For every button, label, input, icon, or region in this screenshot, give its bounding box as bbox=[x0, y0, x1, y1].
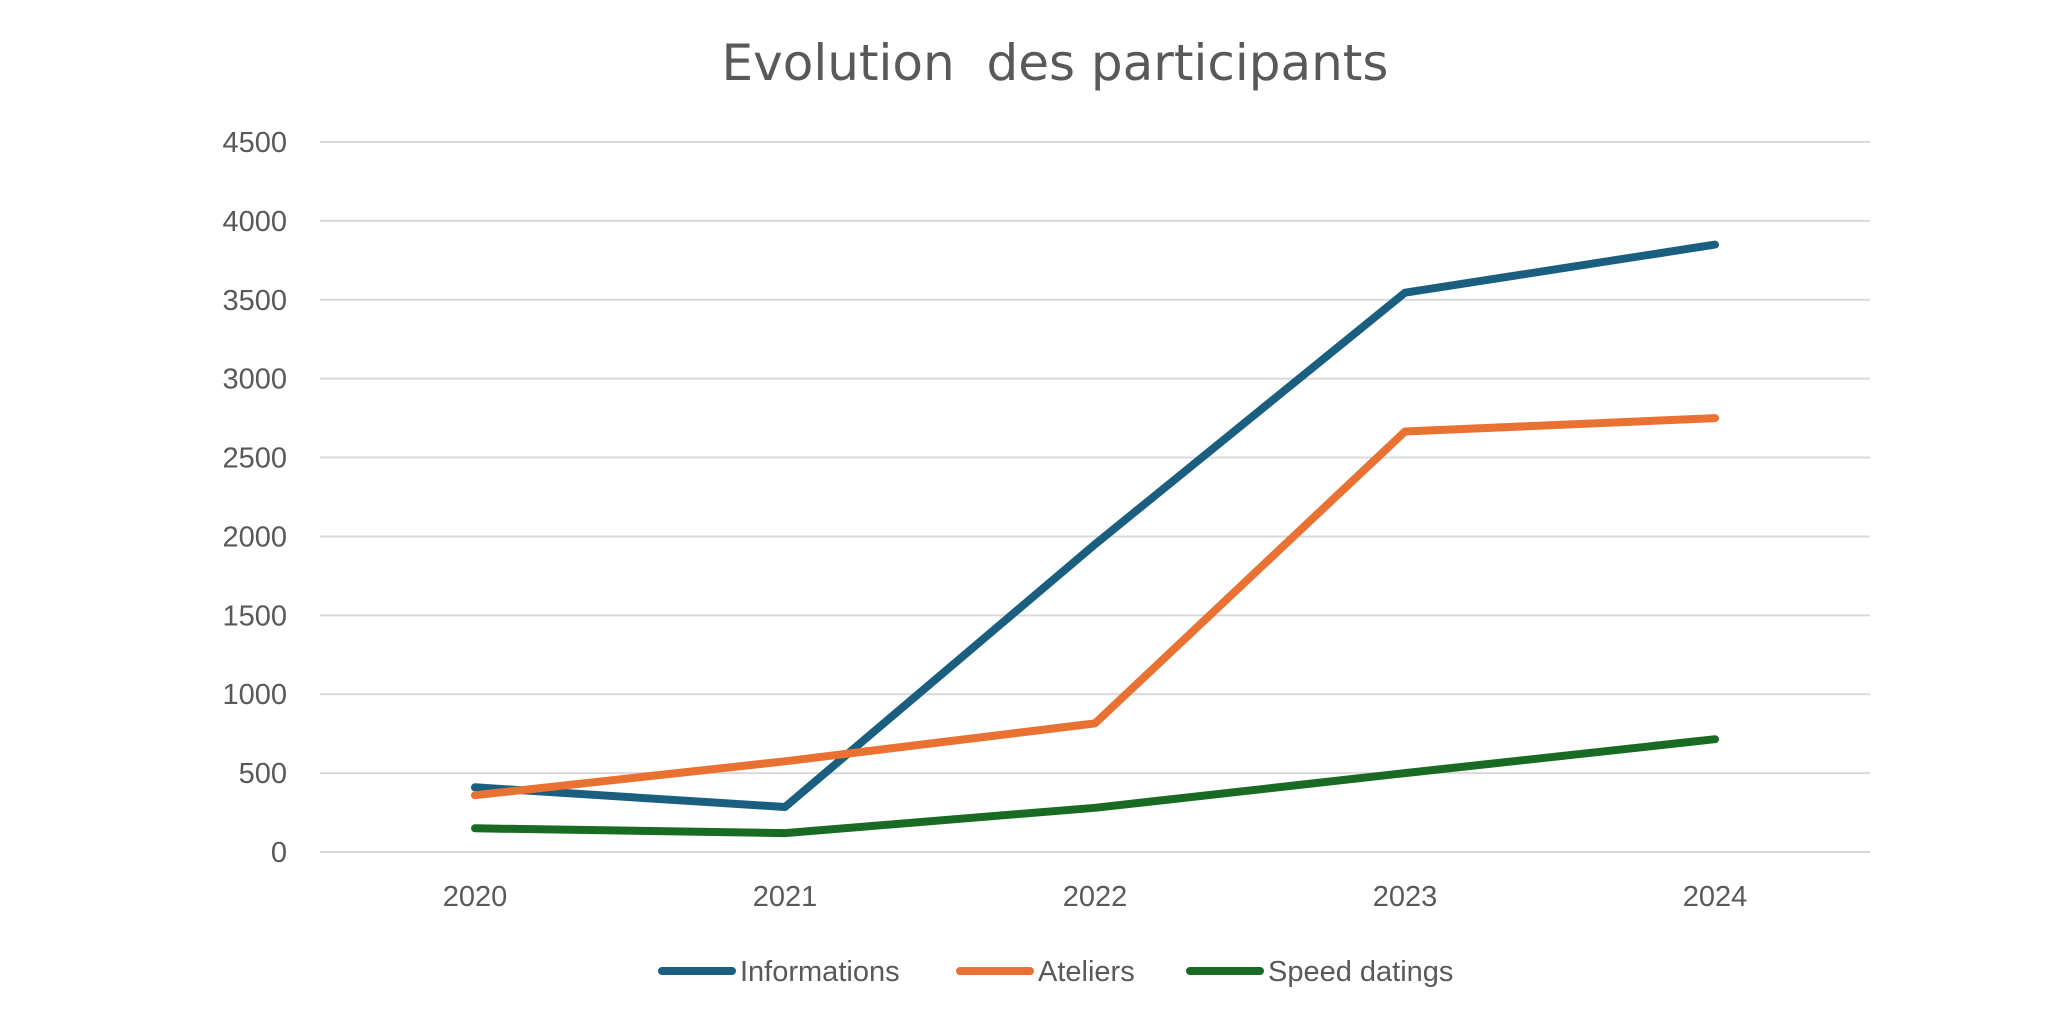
series-lines bbox=[471, 240, 1719, 838]
series-line-informations bbox=[471, 240, 1719, 811]
y-tick-label: 500 bbox=[239, 758, 287, 790]
chart-title: Evolution des participants bbox=[722, 34, 1389, 92]
series-line-ateliers bbox=[471, 414, 1719, 800]
y-tick-label: 4500 bbox=[222, 127, 287, 159]
x-tick-label: 2023 bbox=[1373, 881, 1438, 913]
legend-label: Speed datings bbox=[1268, 956, 1453, 988]
y-tick-label: 3500 bbox=[222, 285, 287, 317]
x-tick-label: 2020 bbox=[443, 881, 508, 913]
x-axis-ticks: 2020 2021 2022 2023 2024 bbox=[443, 881, 1748, 913]
y-tick-label: 1500 bbox=[222, 600, 287, 632]
legend: Informations Ateliers Speed datings bbox=[658, 956, 1453, 988]
x-tick-label: 2024 bbox=[1683, 881, 1748, 913]
y-axis-ticks: 0 500 1000 1500 2000 2500 3000 3500 4000 4500 bbox=[222, 127, 287, 869]
y-tick-label: 3000 bbox=[222, 364, 287, 396]
x-tick-label: 2021 bbox=[753, 881, 818, 913]
y-tick-label: 4000 bbox=[222, 206, 287, 238]
y-tick-label: 0 bbox=[271, 837, 287, 869]
legend-label: Ateliers bbox=[1038, 956, 1135, 988]
legend-label: Informations bbox=[740, 956, 900, 988]
y-tick-label: 2500 bbox=[222, 443, 287, 475]
y-tick-label: 1000 bbox=[222, 679, 287, 711]
series-line-speed-datings bbox=[471, 735, 1719, 838]
y-tick-label: 2000 bbox=[222, 521, 287, 553]
gridlines bbox=[320, 141, 1870, 853]
x-tick-label: 2022 bbox=[1063, 881, 1128, 913]
